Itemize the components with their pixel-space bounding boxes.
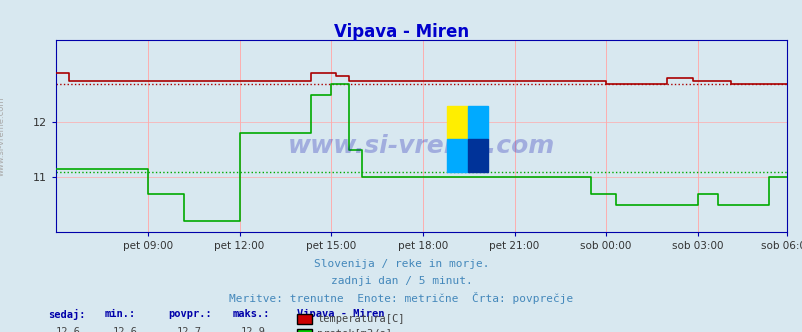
Text: www.si-vreme.com: www.si-vreme.com <box>0 96 6 176</box>
Text: maks.:: maks.: <box>233 309 270 319</box>
Text: www.si-vreme.com: www.si-vreme.com <box>288 134 554 158</box>
Text: 12,9: 12,9 <box>241 327 265 332</box>
Text: Meritve: trenutne  Enote: metrične  Črta: povprečje: Meritve: trenutne Enote: metrične Črta: … <box>229 292 573 304</box>
Text: 12,6: 12,6 <box>112 327 137 332</box>
Bar <box>447 106 467 139</box>
Bar <box>467 139 488 172</box>
Text: Slovenija / reke in morje.: Slovenija / reke in morje. <box>314 259 488 269</box>
Text: sedaj:: sedaj: <box>48 309 86 320</box>
Text: pretok[m3/s]: pretok[m3/s] <box>317 329 391 332</box>
Text: 12,7: 12,7 <box>176 327 201 332</box>
Text: zadnji dan / 5 minut.: zadnji dan / 5 minut. <box>330 276 472 286</box>
Bar <box>467 106 488 139</box>
Text: povpr.:: povpr.: <box>168 309 212 319</box>
Text: temperatura[C]: temperatura[C] <box>317 314 404 324</box>
Text: min.:: min.: <box>104 309 136 319</box>
Text: Vipava - Miren: Vipava - Miren <box>334 23 468 41</box>
Text: 12,6: 12,6 <box>56 327 81 332</box>
Text: Vipava - Miren: Vipava - Miren <box>297 309 384 319</box>
Bar <box>447 139 467 172</box>
